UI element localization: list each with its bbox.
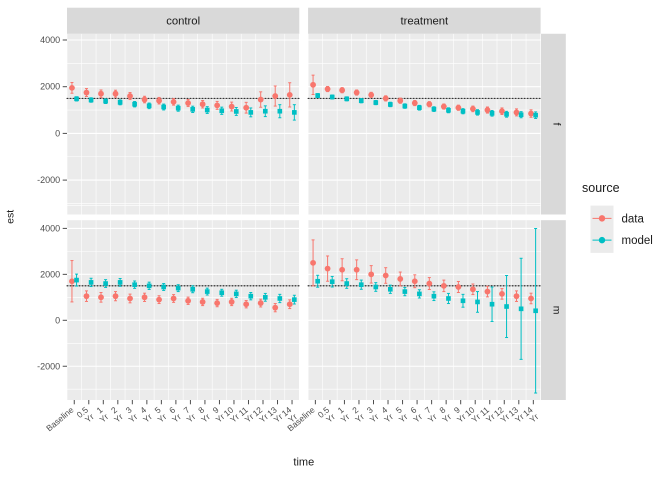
svg-text:2000: 2000 (40, 82, 60, 92)
svg-text:est: est (5, 210, 17, 224)
svg-text:4000: 4000 (40, 223, 60, 233)
svg-text:4000: 4000 (40, 35, 60, 45)
svg-text:model: model (622, 235, 653, 247)
svg-text:f: f (550, 123, 562, 126)
svg-text:2000: 2000 (40, 269, 60, 279)
svg-text:time: time (293, 457, 314, 469)
svg-text:0: 0 (55, 128, 60, 138)
svg-text:-2000: -2000 (37, 361, 60, 371)
svg-text:m: m (550, 306, 562, 315)
svg-text:0: 0 (55, 315, 60, 325)
svg-text:-2000: -2000 (37, 175, 60, 185)
svg-text:data: data (622, 213, 645, 225)
svg-text:control: control (166, 16, 200, 28)
svg-text:treatment: treatment (400, 16, 449, 28)
svg-text:source: source (582, 181, 620, 195)
